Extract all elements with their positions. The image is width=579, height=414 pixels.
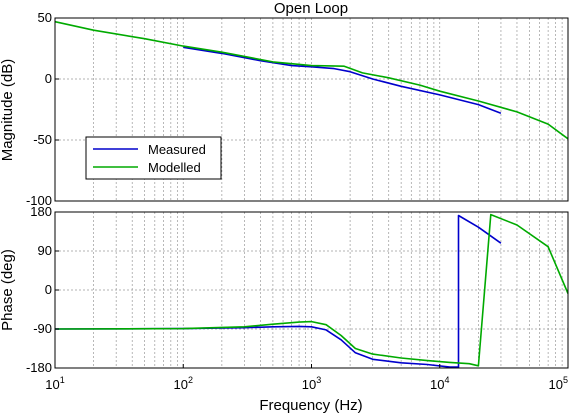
magnitude-y-axis-label: Magnitude (dB) [0,59,16,162]
series-line-modelled [54,213,569,367]
x-tick-label: 101 [45,375,64,392]
magnitude-series [54,20,569,140]
y-tick-label: -90 [33,321,52,336]
legend: Measured Modelled [85,136,222,180]
x-tick-label: 102 [174,375,193,392]
y-tick-label: 0 [45,282,52,297]
y-tick-label: 180 [30,204,52,219]
phase-panel: 180 90 0 -90 -180 101 102 103 104 105 Phase (deg… [0,204,569,414]
phase-series [54,213,569,368]
chart-title: Open Loop [274,0,348,17]
y-tick-label: -180 [26,360,52,375]
y-tick-label: -100 [26,193,52,208]
phase-grid [55,212,568,368]
magnitude-y-ticks: 50 0 -50 -100 [26,10,59,208]
magnitude-axes-box [54,17,569,202]
series-line-measured [54,214,502,368]
legend-label-measured: Measured [148,142,206,157]
magnitude-panel: 50 0 -50 -100 Open Loop Magnitude (dB) Meas… [0,0,569,208]
series-line-measured [183,46,502,114]
x-axis-label: Frequency (Hz) [259,397,362,414]
x-tick-label: 104 [430,375,449,392]
phase-x-ticks: 101 102 103 104 105 [45,364,569,392]
phase-y-axis-label: Phase (deg) [0,249,16,331]
y-tick-label: 0 [45,71,52,86]
magnitude-grid [55,18,568,201]
x-tick-label: 105 [549,375,568,392]
legend-label-modelled: Modelled [148,160,201,175]
series-line-modelled [54,20,569,140]
y-tick-label: 90 [38,243,52,258]
y-tick-label: -50 [33,132,52,147]
phase-y-ticks: 180 90 0 -90 -180 [26,204,59,375]
x-tick-label: 103 [302,375,321,392]
y-tick-label: 50 [38,10,52,25]
legend-box [85,136,222,180]
